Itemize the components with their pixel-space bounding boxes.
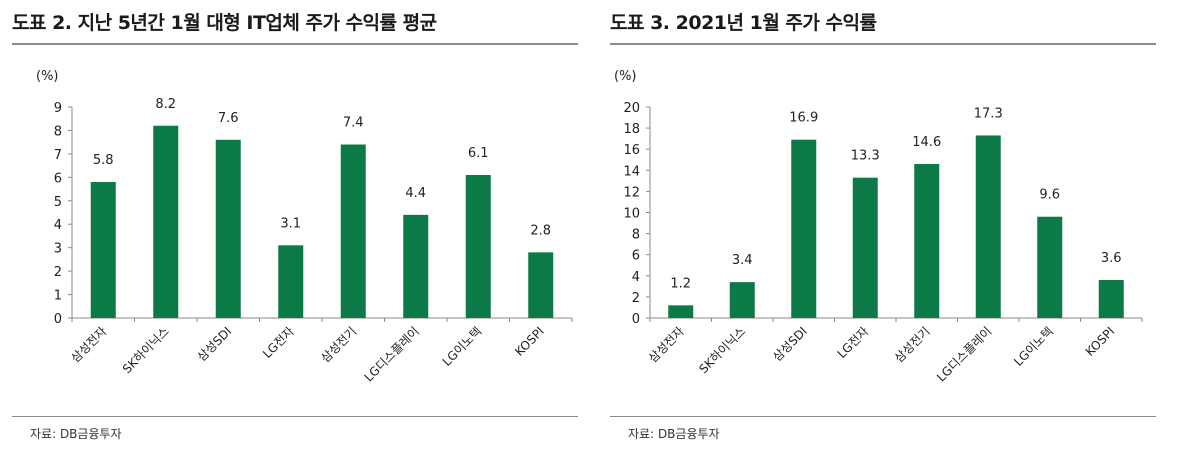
bar-chart-2021-january: (%) 0 2 4 6 8 10 12 14 16 18 20 1.2 삼성전자 3.4 SK하이닉스 16.9…: [614, 69, 1143, 384]
data-label: 8.2: [155, 97, 176, 112]
category-label: LG전자: [835, 324, 872, 361]
y-axis-unit-label: (%): [36, 69, 59, 84]
y-tick-label: 9: [54, 101, 62, 116]
data-label: 3.6: [1101, 251, 1122, 266]
bar: [1098, 280, 1124, 318]
y-tick-label: 8: [54, 124, 62, 139]
data-label: 4.4: [405, 186, 426, 201]
data-label: 1.2: [670, 276, 691, 291]
y-tick-label: 3: [54, 242, 62, 257]
chart-panel-left: 도표 2. 지난 5년간 1월 대형 IT업체 주가 수익률 평균 (%) 0 1 2…: [0, 0, 580, 456]
category-label: 삼성SDI: [194, 324, 234, 364]
bar: [90, 182, 116, 318]
category-label: KOSPI: [1083, 324, 1118, 359]
y-tick-label: 10: [623, 207, 640, 222]
y-tick-label: 4: [632, 270, 640, 285]
y-tick-label: 2: [632, 291, 640, 306]
y-tick-label: 14: [623, 164, 640, 179]
data-label: 17.3: [974, 106, 1003, 121]
chart-title: 도표 3. 2021년 1월 주가 수익률: [610, 12, 877, 34]
category-label: LG디스플레이: [362, 324, 422, 384]
category-label: 삼성전기: [892, 324, 933, 365]
category-label: 삼성전기: [318, 324, 359, 365]
category-label: 삼성전자: [68, 324, 109, 365]
y-tick-label: 16: [623, 143, 640, 158]
y-tick-label: 7: [54, 148, 62, 163]
chart-panel-right: 도표 3. 2021년 1월 주가 수익률 (%) 0 2 4 6 8 10 12 14 16 18…: [598, 0, 1158, 456]
category-label: KOSPI: [512, 324, 547, 359]
bar: [852, 177, 878, 318]
y-tick-label: 6: [54, 171, 62, 186]
category-label: LG이노텍: [1011, 324, 1056, 369]
data-label: 13.3: [851, 149, 880, 164]
category-label: LG디스플레이: [934, 324, 994, 384]
data-label: 3.1: [280, 216, 301, 231]
bar-chart-5yr-january: (%) 0 1 2 3 4 5 6 7 8 9 5.8 삼성전자 8.2 SK하이닉스 7.6 삼성SDI 3.1…: [36, 69, 573, 384]
category-label: LG이노텍: [440, 324, 485, 369]
data-label: 2.8: [530, 223, 551, 238]
data-label: 16.9: [789, 111, 818, 126]
data-label: 3.4: [732, 253, 753, 268]
data-label: 14.6: [912, 135, 941, 150]
category-label: SK하이닉스: [696, 324, 748, 376]
bar: [791, 139, 817, 318]
bar: [340, 144, 366, 318]
y-tick-label: 1: [54, 289, 62, 304]
data-label: 6.1: [468, 146, 489, 161]
category-label: SK하이닉스: [120, 324, 172, 376]
y-axis-unit-label: (%): [614, 69, 637, 84]
bar: [153, 125, 179, 318]
y-tick-label: 0: [632, 312, 640, 327]
category-label: 삼성SDI: [770, 324, 810, 364]
bar: [914, 163, 940, 318]
bar: [465, 174, 491, 318]
y-tick-label: 5: [54, 195, 62, 210]
category-label: LG전자: [260, 324, 297, 361]
bar: [278, 245, 304, 318]
y-tick-label: 6: [632, 249, 640, 264]
y-tick-label: 20: [623, 101, 640, 116]
y-tick-label: 12: [623, 185, 640, 200]
y-tick-label: 8: [632, 228, 640, 243]
title-divider: [12, 43, 578, 45]
bar: [528, 252, 554, 318]
data-label: 9.6: [1039, 188, 1060, 203]
bar: [403, 214, 429, 318]
bar: [1037, 216, 1063, 318]
category-label: 삼성전자: [646, 324, 687, 365]
bar: [975, 135, 1001, 318]
bar: [729, 282, 755, 318]
bar: [215, 139, 241, 318]
bar: [668, 305, 694, 318]
y-tick-label: 2: [54, 265, 62, 280]
y-tick-label: 18: [623, 122, 640, 137]
data-label: 5.8: [93, 153, 114, 168]
source-note: 자료: DB금융투자: [628, 427, 720, 441]
y-tick-label: 0: [54, 312, 62, 327]
data-label: 7.4: [343, 116, 364, 131]
source-divider: [12, 416, 578, 417]
source-note: 자료: DB금융투자: [30, 427, 122, 441]
y-tick-label: 4: [54, 218, 62, 233]
chart-title: 도표 2. 지난 5년간 1월 대형 IT업체 주가 수익률 평균: [12, 12, 437, 34]
source-divider: [610, 416, 1156, 417]
data-label: 7.6: [218, 111, 239, 126]
title-divider: [610, 43, 1156, 45]
